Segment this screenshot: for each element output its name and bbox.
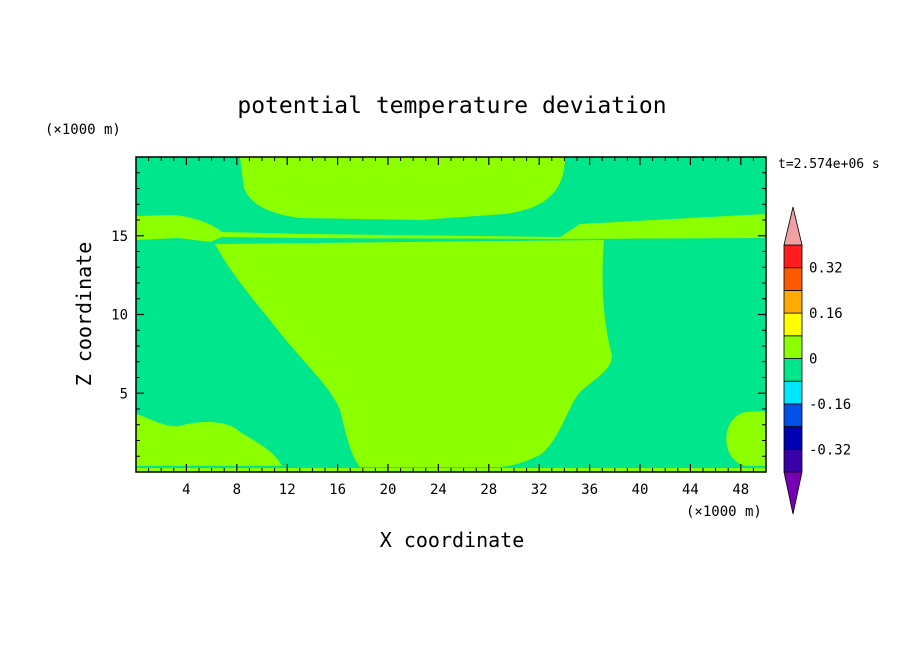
x-tick-label: 40 (632, 482, 649, 498)
colorbar-tick-label: -0.32 (809, 442, 851, 458)
contour-lower-left (136, 414, 282, 466)
x-tick-label: 12 (279, 482, 296, 498)
colorbar-swatch (783, 335, 803, 359)
colorbar-tick-label: -0.16 (809, 397, 851, 413)
x-tick-label: 44 (682, 482, 699, 498)
y-axis-title: Z coordinate (72, 242, 96, 387)
x-tick-label: 28 (480, 482, 497, 498)
x-tick-label: 24 (430, 482, 447, 498)
y-tick-label: 10 (111, 308, 128, 324)
colorbar-swatch (783, 312, 803, 337)
colorbar-tick-label: 0.16 (809, 306, 843, 322)
contour-left-band (136, 214, 766, 242)
colorbar-tick-label: 0 (809, 352, 817, 368)
colorbar-swatch (783, 448, 803, 473)
x-tick-label: 4 (182, 482, 190, 498)
colorbar-over-triangle (783, 206, 803, 246)
colorbar-swatch (783, 403, 803, 427)
y-axis: 5 10 15 (111, 172, 766, 457)
x-unit-label: (×1000 m) (686, 504, 762, 520)
y-unit-label: (×1000 m) (45, 122, 121, 138)
colorbar-tick-label: 0.32 (809, 261, 843, 277)
contour-upper-lobe (240, 157, 565, 220)
x-tick-label: 8 (233, 482, 241, 498)
colorbar-swatch (783, 380, 803, 405)
x-tick-label: 20 (380, 482, 397, 498)
colorbar-swatch (783, 426, 803, 450)
colorbar-swatch (783, 267, 803, 291)
time-label: t=2.574e+06 s (778, 157, 880, 172)
y-tick-label: 5 (120, 386, 128, 402)
contour-fill (136, 157, 766, 472)
x-axis: 4 8 12 16 20 24 28 32 36 40 44 48 (148, 157, 754, 498)
x-tick-label: 16 (329, 482, 346, 498)
contour-lower-right (726, 411, 766, 466)
colorbar-under-triangle (783, 471, 803, 515)
x-tick-label: 36 (581, 482, 598, 498)
y-tick-label: 15 (111, 229, 128, 245)
colorbar-swatch (783, 358, 803, 382)
contour-central-column (215, 240, 613, 467)
colorbar: 0.32 0.16 0 -0.16 -0.32 (783, 206, 851, 515)
x-axis-title: X coordinate (380, 528, 525, 552)
x-tick-label: 32 (531, 482, 548, 498)
chart-title: potential temperature deviation (237, 93, 666, 119)
x-tick-label: 48 (732, 482, 749, 498)
colorbar-swatch (783, 244, 803, 269)
colorbar-swatch (783, 289, 803, 314)
